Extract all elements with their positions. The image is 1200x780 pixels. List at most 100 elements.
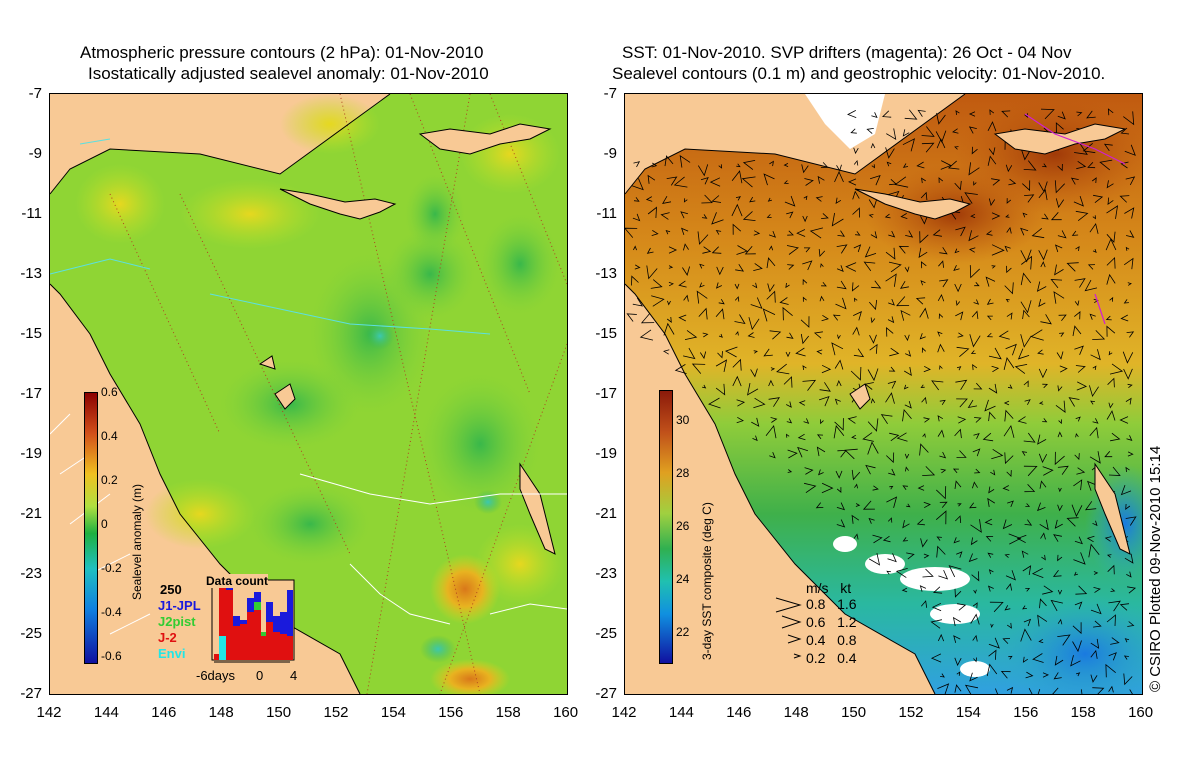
velocity-arrow (1056, 351, 1064, 360)
velocity-arrow (1055, 198, 1065, 209)
velocity-arrow (1099, 159, 1113, 171)
velocity-arrow (1030, 329, 1044, 341)
sealevel-cb-tick: 0.2 (101, 473, 118, 487)
velocity-arrow (770, 417, 778, 423)
velocity-arrow (1075, 585, 1088, 595)
velocity-arrow (1058, 314, 1067, 321)
inset-xlabel: 4 (290, 668, 298, 683)
velocity-arrow (1123, 257, 1134, 270)
velocity-arrow (797, 433, 806, 441)
velocity-arrow (887, 316, 895, 324)
velocity-arrow (684, 330, 698, 340)
velocity-arrow (922, 466, 936, 476)
velocity-arrow (715, 308, 725, 320)
velocity-arrow (956, 398, 968, 408)
sealevel-cb-tick: -0.6 (101, 649, 122, 663)
velocity-arrow (1074, 143, 1088, 155)
velocity-arrow (1042, 163, 1047, 168)
velocity-arrow (1020, 300, 1032, 314)
velocity-arrow (1120, 314, 1129, 322)
velocity-arrow (1089, 222, 1099, 234)
velocity-arrow (1004, 245, 1011, 252)
velocity-arrow (1106, 205, 1119, 219)
velocity-arrow (1057, 111, 1066, 120)
velocity-arrows (625, 108, 1137, 694)
velocity-arrow (1087, 264, 1096, 270)
sst-cb-tick: 22 (676, 625, 690, 639)
velocity-arrow (783, 180, 789, 184)
velocity-arrow (940, 673, 945, 678)
velocity-arrow (1004, 452, 1014, 465)
velocity-arrow (785, 351, 791, 358)
velocity-arrow (867, 418, 879, 432)
velocity-arrow (988, 569, 994, 575)
velocity-arrow (1057, 230, 1067, 239)
velocity-arrow (1005, 298, 1010, 303)
velocity-arrow (957, 603, 967, 611)
velocity-arrow (1020, 147, 1032, 161)
velocity-arrow (852, 326, 860, 336)
velocity-arrow (787, 469, 793, 473)
velocity-arrow (1042, 418, 1048, 423)
velocity-arrow (1003, 424, 1015, 438)
velocity-arrow (732, 223, 742, 235)
velocity-arrow (1022, 180, 1031, 192)
velocity-arrow (734, 314, 746, 325)
velocity-arrow (848, 178, 857, 186)
velocity-arrow (634, 264, 641, 270)
velocity-arrow (987, 585, 994, 592)
sst-map (624, 93, 1143, 695)
velocity-arrow (1006, 265, 1012, 274)
velocity-arrow (1037, 349, 1044, 355)
velocity-arrow (887, 553, 897, 563)
velocity-arrow (844, 448, 858, 460)
velocity-arrow (748, 317, 760, 331)
data-count-inset: Data count (204, 574, 296, 664)
velocity-arrow (715, 230, 722, 235)
sealevel-anomaly-map (49, 93, 568, 695)
velocity-arrow (853, 348, 865, 358)
velocity-arrow (854, 297, 858, 302)
velocity-arrow (750, 368, 758, 378)
velocity-arrow (647, 174, 656, 184)
velocity-arrow (956, 450, 967, 458)
velocity-arrow (986, 332, 993, 338)
x-tick-label: 160 (553, 704, 579, 721)
velocity-arrow (1003, 400, 1010, 406)
velocity-arrow (1053, 672, 1062, 680)
velocity-arrow (1127, 586, 1137, 594)
velocity-arrow (1057, 385, 1063, 392)
velocity-arrow (1127, 282, 1132, 286)
velocity-arrow (916, 161, 925, 169)
left-title-line2: Isostatically adjusted sealevel anomaly:… (88, 64, 489, 83)
velocity-arrow (1068, 397, 1080, 407)
velocity-arrow (868, 517, 875, 524)
y-tick-label: -27 (595, 685, 617, 702)
velocity-arrow (855, 503, 861, 507)
x-tick-label: 148 (783, 704, 809, 721)
velocity-arrow (1022, 656, 1029, 663)
velocity-arrow (1071, 504, 1083, 518)
velocity-arrow (1006, 686, 1014, 694)
velocity-arrow (1075, 365, 1086, 373)
velocity-arrow (953, 537, 960, 544)
velocity-arrow (905, 230, 914, 238)
velocity-arrow (1000, 670, 1011, 679)
x-tick-label: 156 (438, 704, 464, 721)
velocity-arrow (1022, 565, 1032, 576)
x-tick-label: 154 (955, 704, 981, 721)
velocity-arrow (735, 330, 739, 336)
velocity-arrow (1110, 432, 1121, 442)
velocity-arrow (734, 283, 740, 290)
velocity-arrow (715, 359, 728, 372)
x-tick-label: 158 (1070, 704, 1096, 721)
velocity-arrow (1032, 653, 1044, 663)
velocity-arrow (1041, 213, 1049, 220)
velocity-arrow (809, 227, 823, 239)
velocity-arrow (936, 536, 942, 541)
velocity-arrow (852, 190, 860, 200)
velocity-arrow (1123, 111, 1135, 126)
velocity-arrow (1108, 351, 1113, 356)
velocity-arrow (987, 497, 996, 507)
velocity-arrow (1109, 363, 1124, 375)
